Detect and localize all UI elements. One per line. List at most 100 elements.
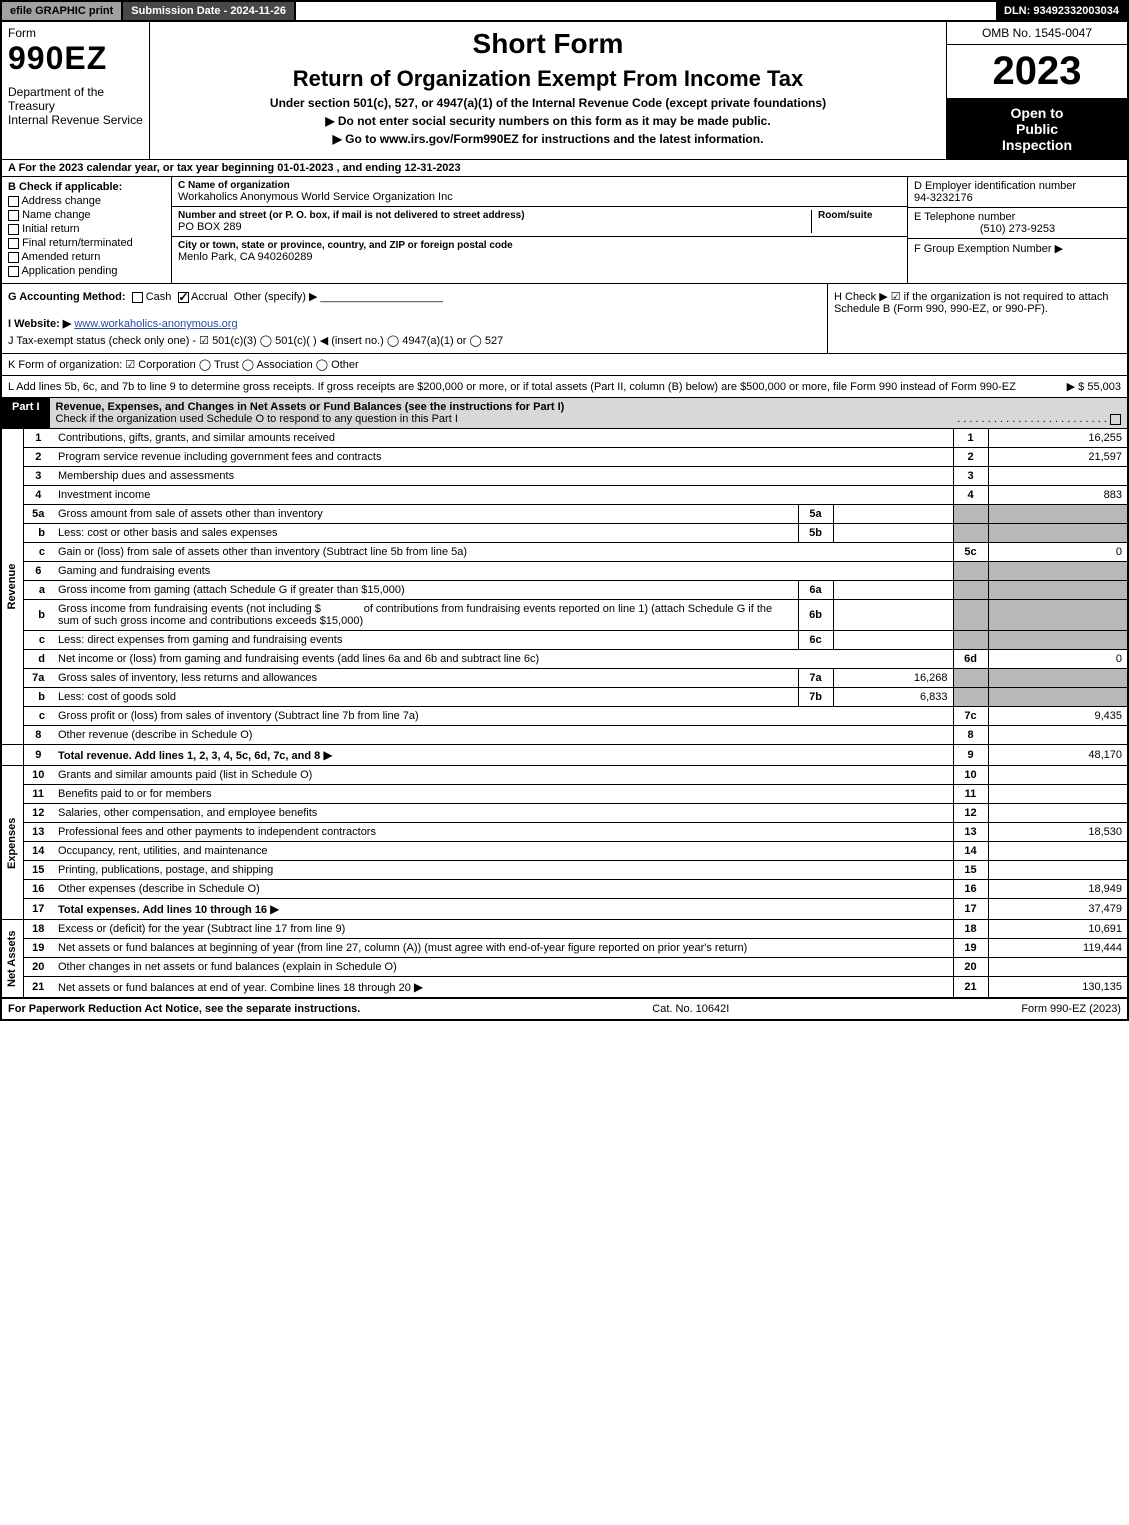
submission-date-button[interactable]: Submission Date - 2024-11-26 (123, 2, 296, 20)
room-suite-label: Room/suite (818, 210, 901, 221)
line-7a-val-shaded (988, 669, 1128, 688)
line-17-box: 17 (953, 899, 988, 920)
line-11-num: 11 (23, 785, 53, 804)
part-1-title: Revenue, Expenses, and Changes in Net As… (50, 398, 1127, 428)
line-6b-val-shaded (988, 600, 1128, 631)
line-6a-desc: Gross income from gaming (attach Schedul… (53, 581, 798, 600)
line-6d-box: 6d (953, 650, 988, 669)
line-3-num: 3 (23, 467, 53, 486)
footer-form-id: Form 990-EZ (2023) (1021, 1003, 1121, 1015)
line-19-desc: Net assets or fund balances at beginning… (53, 939, 953, 958)
chk-name-change-label: Name change (22, 209, 91, 221)
line-7a-box-shaded (953, 669, 988, 688)
checkbox-cash[interactable] (132, 292, 143, 303)
line-5b-mid: 5b (798, 524, 833, 543)
checkbox-accrual[interactable] (178, 292, 189, 303)
checkbox-application-pending[interactable]: Application pending (8, 265, 165, 277)
line-2-box: 2 (953, 448, 988, 467)
line-6a-val-shaded (988, 581, 1128, 600)
line-11-value (988, 785, 1128, 804)
org-name-cell: C Name of organization Workaholics Anony… (172, 177, 907, 207)
footer-catalog: Cat. No. 10642I (652, 1003, 729, 1015)
line-6-val-shaded (988, 562, 1128, 581)
checkbox-initial-return[interactable]: Initial return (8, 223, 165, 235)
line-5c-num: c (23, 543, 53, 562)
open-to-public-inspection: Open to Public Inspection (947, 99, 1127, 159)
inspect-line-2: Public (953, 121, 1121, 137)
arrow-icon: ▶ (323, 748, 332, 762)
efile-print-button[interactable]: efile GRAPHIC print (2, 2, 123, 20)
line-17-value: 37,479 (988, 899, 1128, 920)
line-2-desc: Program service revenue including govern… (53, 448, 953, 467)
line-7c-num: c (23, 707, 53, 726)
line-5a-box-shaded (953, 505, 988, 524)
row-l-text: L Add lines 5b, 6c, and 7b to line 9 to … (8, 381, 1057, 393)
e-tel-label: E Telephone number (914, 211, 1121, 223)
row-h-schedule-b: H Check ▶ ☑ if the organization is not r… (827, 284, 1127, 353)
line-6a-mid: 6a (798, 581, 833, 600)
line-1-num: 1 (23, 429, 53, 448)
line-8-box: 8 (953, 726, 988, 745)
website-link[interactable]: www.workaholics-anonymous.org (74, 318, 237, 330)
line-10-value (988, 766, 1128, 785)
telephone-cell: E Telephone number (510) 273-9253 (908, 208, 1127, 239)
line-6a-midval (833, 581, 953, 600)
org-city: Menlo Park, CA 940260289 (178, 251, 901, 263)
checkbox-final-return[interactable]: Final return/terminated (8, 237, 165, 249)
line-1-value: 16,255 (988, 429, 1128, 448)
line-9-value: 48,170 (988, 745, 1128, 766)
row-l-amount: ▶ $ 55,003 (1067, 380, 1121, 393)
address-cell: Number and street (or P. O. box, if mail… (172, 207, 907, 237)
line-7b-desc: Less: cost of goods sold (53, 688, 798, 707)
line-20-desc: Other changes in net assets or fund bala… (53, 958, 953, 977)
line-5c-desc: Gain or (loss) from sale of assets other… (53, 543, 953, 562)
line-12-box: 12 (953, 804, 988, 823)
chk-address-change-label: Address change (21, 195, 101, 207)
line-1-box: 1 (953, 429, 988, 448)
line-3-value (988, 467, 1128, 486)
line-21-desc-text: Net assets or fund balances at end of ye… (58, 982, 411, 994)
checkbox-schedule-o-part1[interactable] (1110, 414, 1121, 425)
inspect-line-3: Inspection (953, 137, 1121, 153)
line-13-value: 18,530 (988, 823, 1128, 842)
line-19-box: 19 (953, 939, 988, 958)
cash-label: Cash (146, 291, 172, 303)
line-6d-desc: Net income or (loss) from gaming and fun… (53, 650, 953, 669)
chk-initial-return-label: Initial return (22, 223, 79, 235)
line-6b-desc: Gross income from fundraising events (no… (53, 600, 798, 631)
checkbox-name-change[interactable]: Name change (8, 209, 165, 221)
form-subtitle: Return of Organization Exempt From Incom… (158, 66, 938, 92)
line-6c-desc: Less: direct expenses from gaming and fu… (53, 631, 798, 650)
line-5a-val-shaded (988, 505, 1128, 524)
checkbox-amended-return[interactable]: Amended return (8, 251, 165, 263)
c-addr-label: Number and street (or P. O. box, if mail… (178, 210, 801, 221)
line-8-value (988, 726, 1128, 745)
line-6c-midval (833, 631, 953, 650)
line-6a-num: a (23, 581, 53, 600)
goto-link-text[interactable]: ▶ Go to www.irs.gov/Form990EZ for instru… (158, 132, 938, 146)
line-5c-box: 5c (953, 543, 988, 562)
line-4-box: 4 (953, 486, 988, 505)
tax-year: 2023 (947, 45, 1127, 99)
line-6-box-shaded (953, 562, 988, 581)
line-7b-midval: 6,833 (833, 688, 953, 707)
line-9-num: 9 (23, 745, 53, 766)
line-6a-box-shaded (953, 581, 988, 600)
part-1-table: Revenue 1 Contributions, gifts, grants, … (0, 429, 1129, 998)
checkbox-address-change[interactable]: Address change (8, 195, 165, 207)
dept-line-1: Department of the Treasury (8, 85, 143, 113)
line-6b-desc-1: Gross income from fundraising events (no… (58, 603, 321, 615)
accrual-label: Accrual (191, 291, 228, 303)
line-10-desc: Grants and similar amounts paid (list in… (53, 766, 953, 785)
line-6c-val-shaded (988, 631, 1128, 650)
line-20-num: 20 (23, 958, 53, 977)
c-city-label: City or town, state or province, country… (178, 240, 901, 251)
line-8-num: 8 (23, 726, 53, 745)
f-group-label: F Group Exemption Number ▶ (914, 242, 1121, 255)
line-18-value: 10,691 (988, 920, 1128, 939)
under-section-text: Under section 501(c), 527, or 4947(a)(1)… (158, 96, 938, 110)
other-specify-label: Other (specify) ▶ (234, 291, 318, 303)
part-1-header-row: Part I Revenue, Expenses, and Changes in… (0, 398, 1129, 429)
line-6-num: 6 (23, 562, 53, 581)
row-k-form-org: K Form of organization: ☑ Corporation ◯ … (0, 354, 1129, 376)
